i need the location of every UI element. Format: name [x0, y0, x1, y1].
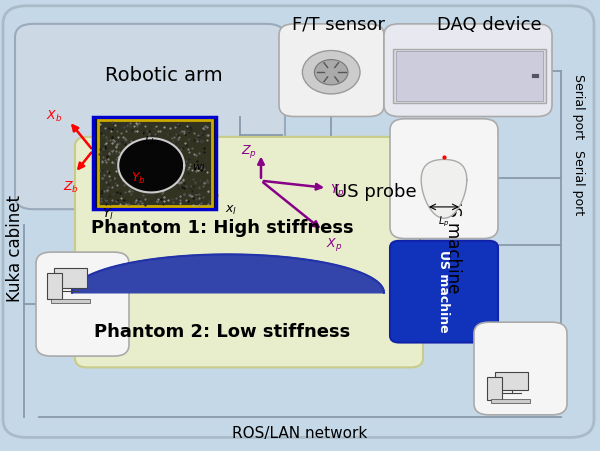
Text: Serial port: Serial port [572, 150, 586, 215]
FancyBboxPatch shape [495, 372, 528, 390]
Circle shape [314, 60, 348, 86]
FancyBboxPatch shape [491, 400, 530, 403]
FancyBboxPatch shape [279, 25, 384, 117]
FancyBboxPatch shape [98, 120, 212, 206]
FancyBboxPatch shape [393, 50, 546, 104]
Text: $Y_l$: $Y_l$ [102, 206, 114, 221]
Text: Serial port: Serial port [572, 74, 586, 138]
Text: DAQ device: DAQ device [437, 16, 541, 34]
FancyBboxPatch shape [75, 138, 423, 368]
Text: Phantom 1: High stiffness: Phantom 1: High stiffness [91, 219, 353, 237]
Polygon shape [118, 139, 184, 193]
Text: $Z_b$: $Z_b$ [63, 179, 79, 194]
Text: Robotic arm: Robotic arm [105, 65, 223, 84]
Text: $Z_p$: $Z_p$ [241, 143, 257, 160]
Text: US machine: US machine [437, 250, 451, 332]
FancyBboxPatch shape [47, 273, 62, 299]
FancyBboxPatch shape [487, 377, 502, 400]
FancyBboxPatch shape [93, 117, 216, 210]
FancyBboxPatch shape [15, 25, 285, 210]
Circle shape [302, 51, 360, 95]
Text: US machine: US machine [444, 194, 462, 293]
Text: Host: Host [499, 50, 539, 68]
FancyBboxPatch shape [396, 52, 543, 101]
Text: $L_p$: $L_p$ [438, 214, 450, 229]
Text: US probe: US probe [334, 183, 416, 201]
Text: Phantom 2: Low stiffness: Phantom 2: Low stiffness [94, 322, 350, 341]
Polygon shape [421, 160, 467, 219]
FancyBboxPatch shape [390, 241, 498, 343]
FancyBboxPatch shape [390, 120, 498, 239]
Text: $X_p$: $X_p$ [326, 235, 342, 253]
Text: $L_l$: $L_l$ [144, 134, 154, 147]
Text: Kuka cabinet: Kuka cabinet [6, 195, 24, 301]
Text: $Y_b$: $Y_b$ [131, 170, 146, 185]
FancyBboxPatch shape [51, 299, 90, 303]
Text: $x_l$: $x_l$ [225, 204, 237, 217]
FancyBboxPatch shape [3, 7, 594, 437]
Text: F/T sensor: F/T sensor [292, 16, 385, 34]
FancyBboxPatch shape [384, 25, 552, 117]
Text: $Y_p$: $Y_p$ [330, 182, 345, 199]
Text: $w_l$: $w_l$ [192, 162, 205, 174]
FancyBboxPatch shape [474, 322, 567, 415]
FancyBboxPatch shape [36, 253, 129, 356]
Polygon shape [72, 255, 384, 293]
Text: ROS/LAN network: ROS/LAN network [232, 425, 368, 440]
FancyBboxPatch shape [54, 268, 87, 289]
Text: $X_b$: $X_b$ [46, 109, 62, 124]
